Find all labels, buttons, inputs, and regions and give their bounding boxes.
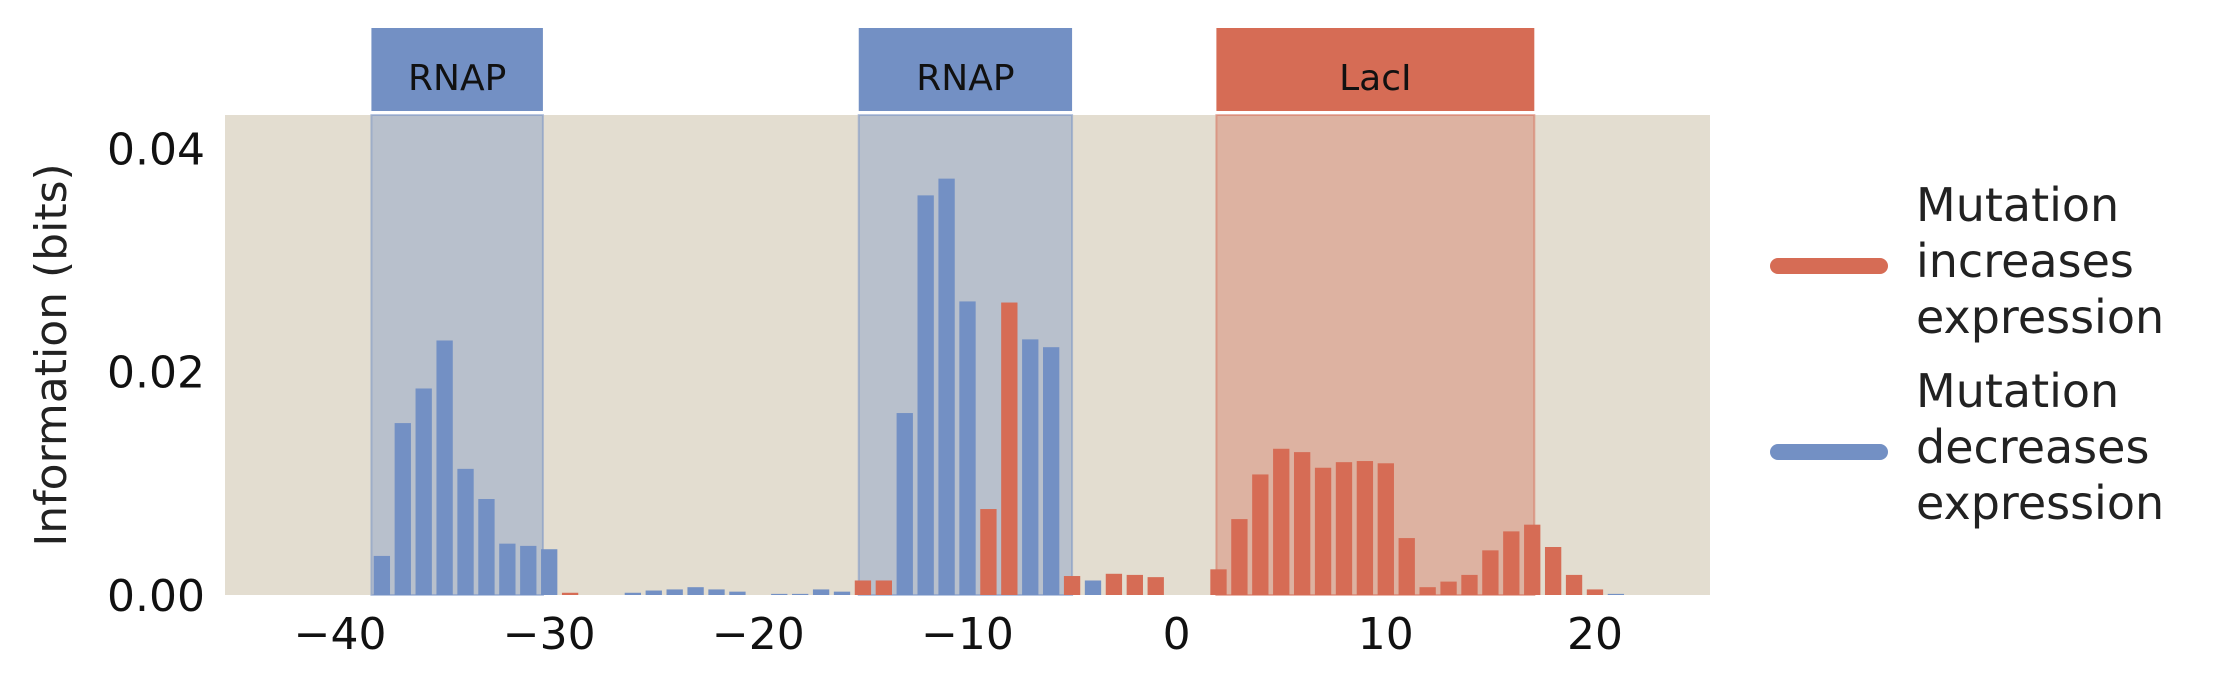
bar-increase-22 [1482,550,1499,595]
bar-decrease-1 [394,423,411,595]
legend-label-increase-line1: Mutation [1916,178,2119,232]
bar-decrease-18 [833,591,851,595]
x-tick-label: 10 [1358,609,1414,660]
bar-decrease-26 [1607,593,1625,595]
region-label-0: RNAP [408,58,506,99]
bar-increase-15 [1335,462,1353,595]
legend-label-decrease-line3: expression [1916,476,2164,530]
x-tick-label: −30 [503,609,596,660]
bar-decrease-23 [1022,339,1039,595]
bar-increase-23 [1503,531,1520,595]
x-tick-label: 20 [1567,609,1623,660]
bar-decrease-0 [373,555,391,595]
bar-increase-9 [1210,569,1227,595]
bar-increase-13 [1293,452,1311,595]
bar-decrease-15 [771,593,788,595]
legend-label-increase-line3: expression [1916,290,2164,344]
bar-decrease-25 [1084,580,1102,595]
bar-increase-4 [1001,302,1018,595]
bar-increase-1 [854,580,872,595]
bar-increase-10 [1231,519,1248,595]
bar-decrease-12 [687,587,704,595]
y-tick-label: 0.02 [107,348,205,399]
bar-increase-8 [1147,577,1164,595]
legend-label-decrease-line1: Mutation [1916,364,2119,418]
bar-increase-21 [1461,574,1478,595]
bar-increase-17 [1377,463,1394,595]
legend-label-increase-line2: increases [1916,234,2134,288]
bar-decrease-6 [499,543,516,595]
bar-increase-20 [1440,581,1457,595]
region-header-2 [1216,28,1535,111]
bar-decrease-5 [478,499,495,595]
bar-increase-26 [1565,574,1583,595]
bar-increase-25 [1544,547,1562,595]
bar-increase-2 [875,580,892,595]
bar-decrease-20 [917,195,934,596]
bar-decrease-8 [541,549,558,595]
x-tick-label: −40 [294,609,387,660]
regions-layer: RNAP RNAP LacI [370,28,1536,596]
bar-increase-27 [1586,589,1604,595]
y-axis-label: Information (bits) [26,163,77,546]
bar-decrease-21 [938,178,955,595]
bar-decrease-16 [792,593,809,595]
bar-increase-11 [1252,474,1269,595]
bar-increase-7 [1126,574,1143,595]
bar-decrease-4 [457,468,474,595]
x-tick-label: −10 [921,609,1014,660]
bar-decrease-22 [959,301,976,595]
bar-decrease-24 [1043,347,1060,595]
bar-decrease-17 [812,589,830,595]
bar-increase-24 [1524,524,1541,595]
bar-decrease-19 [896,413,913,595]
bar-decrease-3 [436,340,453,595]
bar-increase-19 [1419,587,1436,595]
region-label-2: LacI [1339,58,1412,99]
x-tick-label: 0 [1163,609,1191,660]
bar-increase-16 [1356,461,1374,595]
y-tick-label: 0.04 [107,124,205,175]
bar-decrease-2 [415,388,432,595]
bar-increase-12 [1273,448,1290,595]
bar-increase-5 [1063,576,1081,595]
bar-increase-0 [561,592,579,595]
region-header-0 [371,28,543,111]
x-tick-label: −20 [712,609,805,660]
region-label-1: RNAP [916,58,1014,99]
bar-decrease-9 [624,592,642,595]
bar-decrease-14 [729,591,746,595]
bars-layer [373,178,1625,596]
bar-decrease-7 [520,545,537,595]
region-header-1 [858,28,1073,111]
bar-decrease-10 [645,590,662,595]
x-axis: −40 −30 −20 −10 0 10 20 [294,609,1623,660]
legend-label-decrease-line2: decreases [1916,420,2149,474]
legend: Mutation increases expression Mutation d… [1770,178,2164,530]
bar-decrease-11 [666,589,683,595]
bar-decrease-13 [708,589,725,595]
region-shade-2 [1215,114,1536,596]
bar-increase-18 [1398,538,1415,595]
y-tick-label: 0.00 [107,571,205,622]
bar-increase-6 [1105,573,1123,595]
y-axis: 0.00 0.02 0.04 [107,124,205,622]
bar-increase-14 [1314,467,1332,595]
bar-increase-3 [980,509,997,595]
